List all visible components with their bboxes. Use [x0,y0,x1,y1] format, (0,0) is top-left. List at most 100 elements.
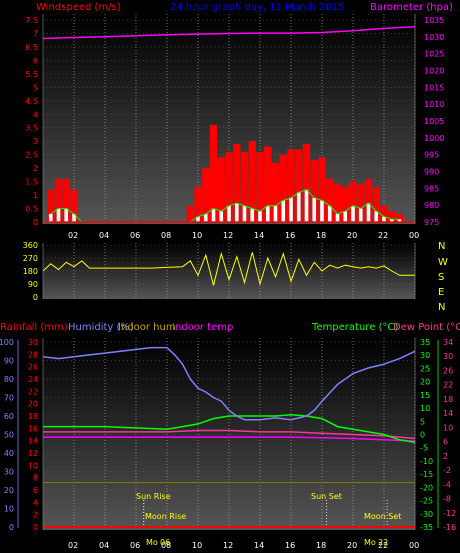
gust-bar [380,205,388,222]
compass-w: W [438,257,448,268]
average-bar [327,205,332,222]
x-tick-label-top: 02 [68,231,78,240]
humidity-y-tick: 20 [4,486,14,495]
direction-y-tick: 90 [28,280,38,289]
average-bar [382,216,386,222]
rain-y-tick: 2 [33,511,38,520]
gust-bar [47,189,55,222]
dew-y-tick: 6 [443,438,448,447]
x-tick-label-bottom: 06 [130,541,140,550]
temperature-axis-label: Temperature (°C) [311,322,398,333]
wind-y-tick: 5 [33,83,38,92]
indoor-temp-label: Indoor temp [172,322,233,333]
dew-y-tick: 18 [443,395,453,404]
gust-bar [186,205,194,222]
temp-y-tick: -35 [420,523,433,532]
wind-bars [43,125,415,223]
baro-y-tick: 995 [424,151,439,160]
wind-y-tick: 4 [33,110,38,119]
humidity-y-tick: 30 [4,468,14,477]
rain-y-tick: 18 [28,412,38,421]
wind-y-tick: 3.5 [25,124,38,133]
gust-bar [349,181,357,222]
average-bar [203,213,208,222]
temp-y-tick: 15 [420,391,430,400]
baro-y-tick: 1025 [424,50,444,59]
average-bar [320,200,324,222]
temp-y-tick: 20 [420,378,430,387]
dewpoint-axis-label: Dew Point (°C) [393,322,460,333]
baro-y-tick: 975 [424,218,439,227]
gust-bar [62,178,70,222]
baro-y-tick: 1030 [424,33,444,42]
gust-bar [279,154,287,222]
wind-y-tick: 0.5 [25,205,38,214]
rain-y-tick: 8 [33,474,38,483]
x-tick-label-bottom: 14 [254,541,264,550]
wind-y-tick: 3 [33,137,38,146]
rain-y-tick: 26 [28,363,38,372]
dew-y-tick: -16 [443,523,456,532]
gust-bar [357,184,365,222]
compass-e: E [438,287,444,298]
wind-y-tick: 6.5 [25,43,38,52]
indoor-temp-line [43,436,416,442]
average-bar [312,197,317,222]
sun-rise-label: Sun Rise [136,492,171,501]
gust-bar [240,151,249,222]
rain-y-tick: 16 [28,424,38,433]
rain-y-tick: 30 [28,338,38,347]
rain-y-tick: 10 [28,461,38,470]
wind-y-tick: 0 [33,218,38,227]
temp-y-tick: 0 [420,431,425,440]
gust-bar [202,168,210,222]
direction-line [42,251,415,286]
direction-y-tick: 0 [33,293,38,302]
average-bar [242,205,247,222]
barometer-series-line [42,25,416,40]
moon-tick-left-b: 06 [160,538,170,547]
baro-y-tick: 1035 [424,16,444,25]
gust-bar [217,157,225,222]
average-bar [374,211,379,222]
gust-bar [271,162,280,222]
rain-y-tick: 6 [33,486,38,495]
humidity-line [42,346,416,421]
x-tick-label-top: 12 [223,231,233,240]
dewpoint-line [43,429,416,440]
humidity-y-tick: 80 [4,375,14,384]
wind-y-tick: 1 [33,191,38,200]
average-bar [219,211,224,222]
average-bar [265,205,270,222]
wind-y-tick: 2.5 [25,151,38,160]
rain-y-tick: 14 [28,437,38,446]
average-bar [273,205,278,222]
gust-bar [225,151,233,222]
gust-bar [248,141,256,222]
baro-y-tick: 1015 [424,83,444,92]
baro-y-tick: 1005 [424,117,444,126]
rain-y-tick: 0 [33,523,38,532]
average-bar [72,213,76,222]
humidity-y-tick: 10 [4,505,14,514]
humidity-y-tick: 90 [4,357,14,366]
average-bar [351,205,355,222]
temp-y-tick: -25 [420,497,433,506]
x-tick-label-top: 20 [347,231,357,240]
rain-y-tick: 4 [33,498,38,507]
gust-bar [54,178,63,222]
humidity-y-tick: 0 [9,523,14,532]
axis-labels: 0202040406060808101012121414161618182020… [0,14,456,550]
wind-y-tick: 2 [33,164,38,173]
gust-bar [333,184,342,222]
gust-bar [302,143,311,222]
compass-n-top: N [438,241,445,252]
rain-y-tick: 28 [28,350,38,359]
baro-y-tick: 1020 [424,67,444,76]
wind-y-tick: 7.5 [25,16,38,25]
gust-bar [310,160,318,222]
average-bar [64,208,69,222]
average-bar [227,205,231,222]
moon-tick-left-a: Mo [146,538,158,547]
